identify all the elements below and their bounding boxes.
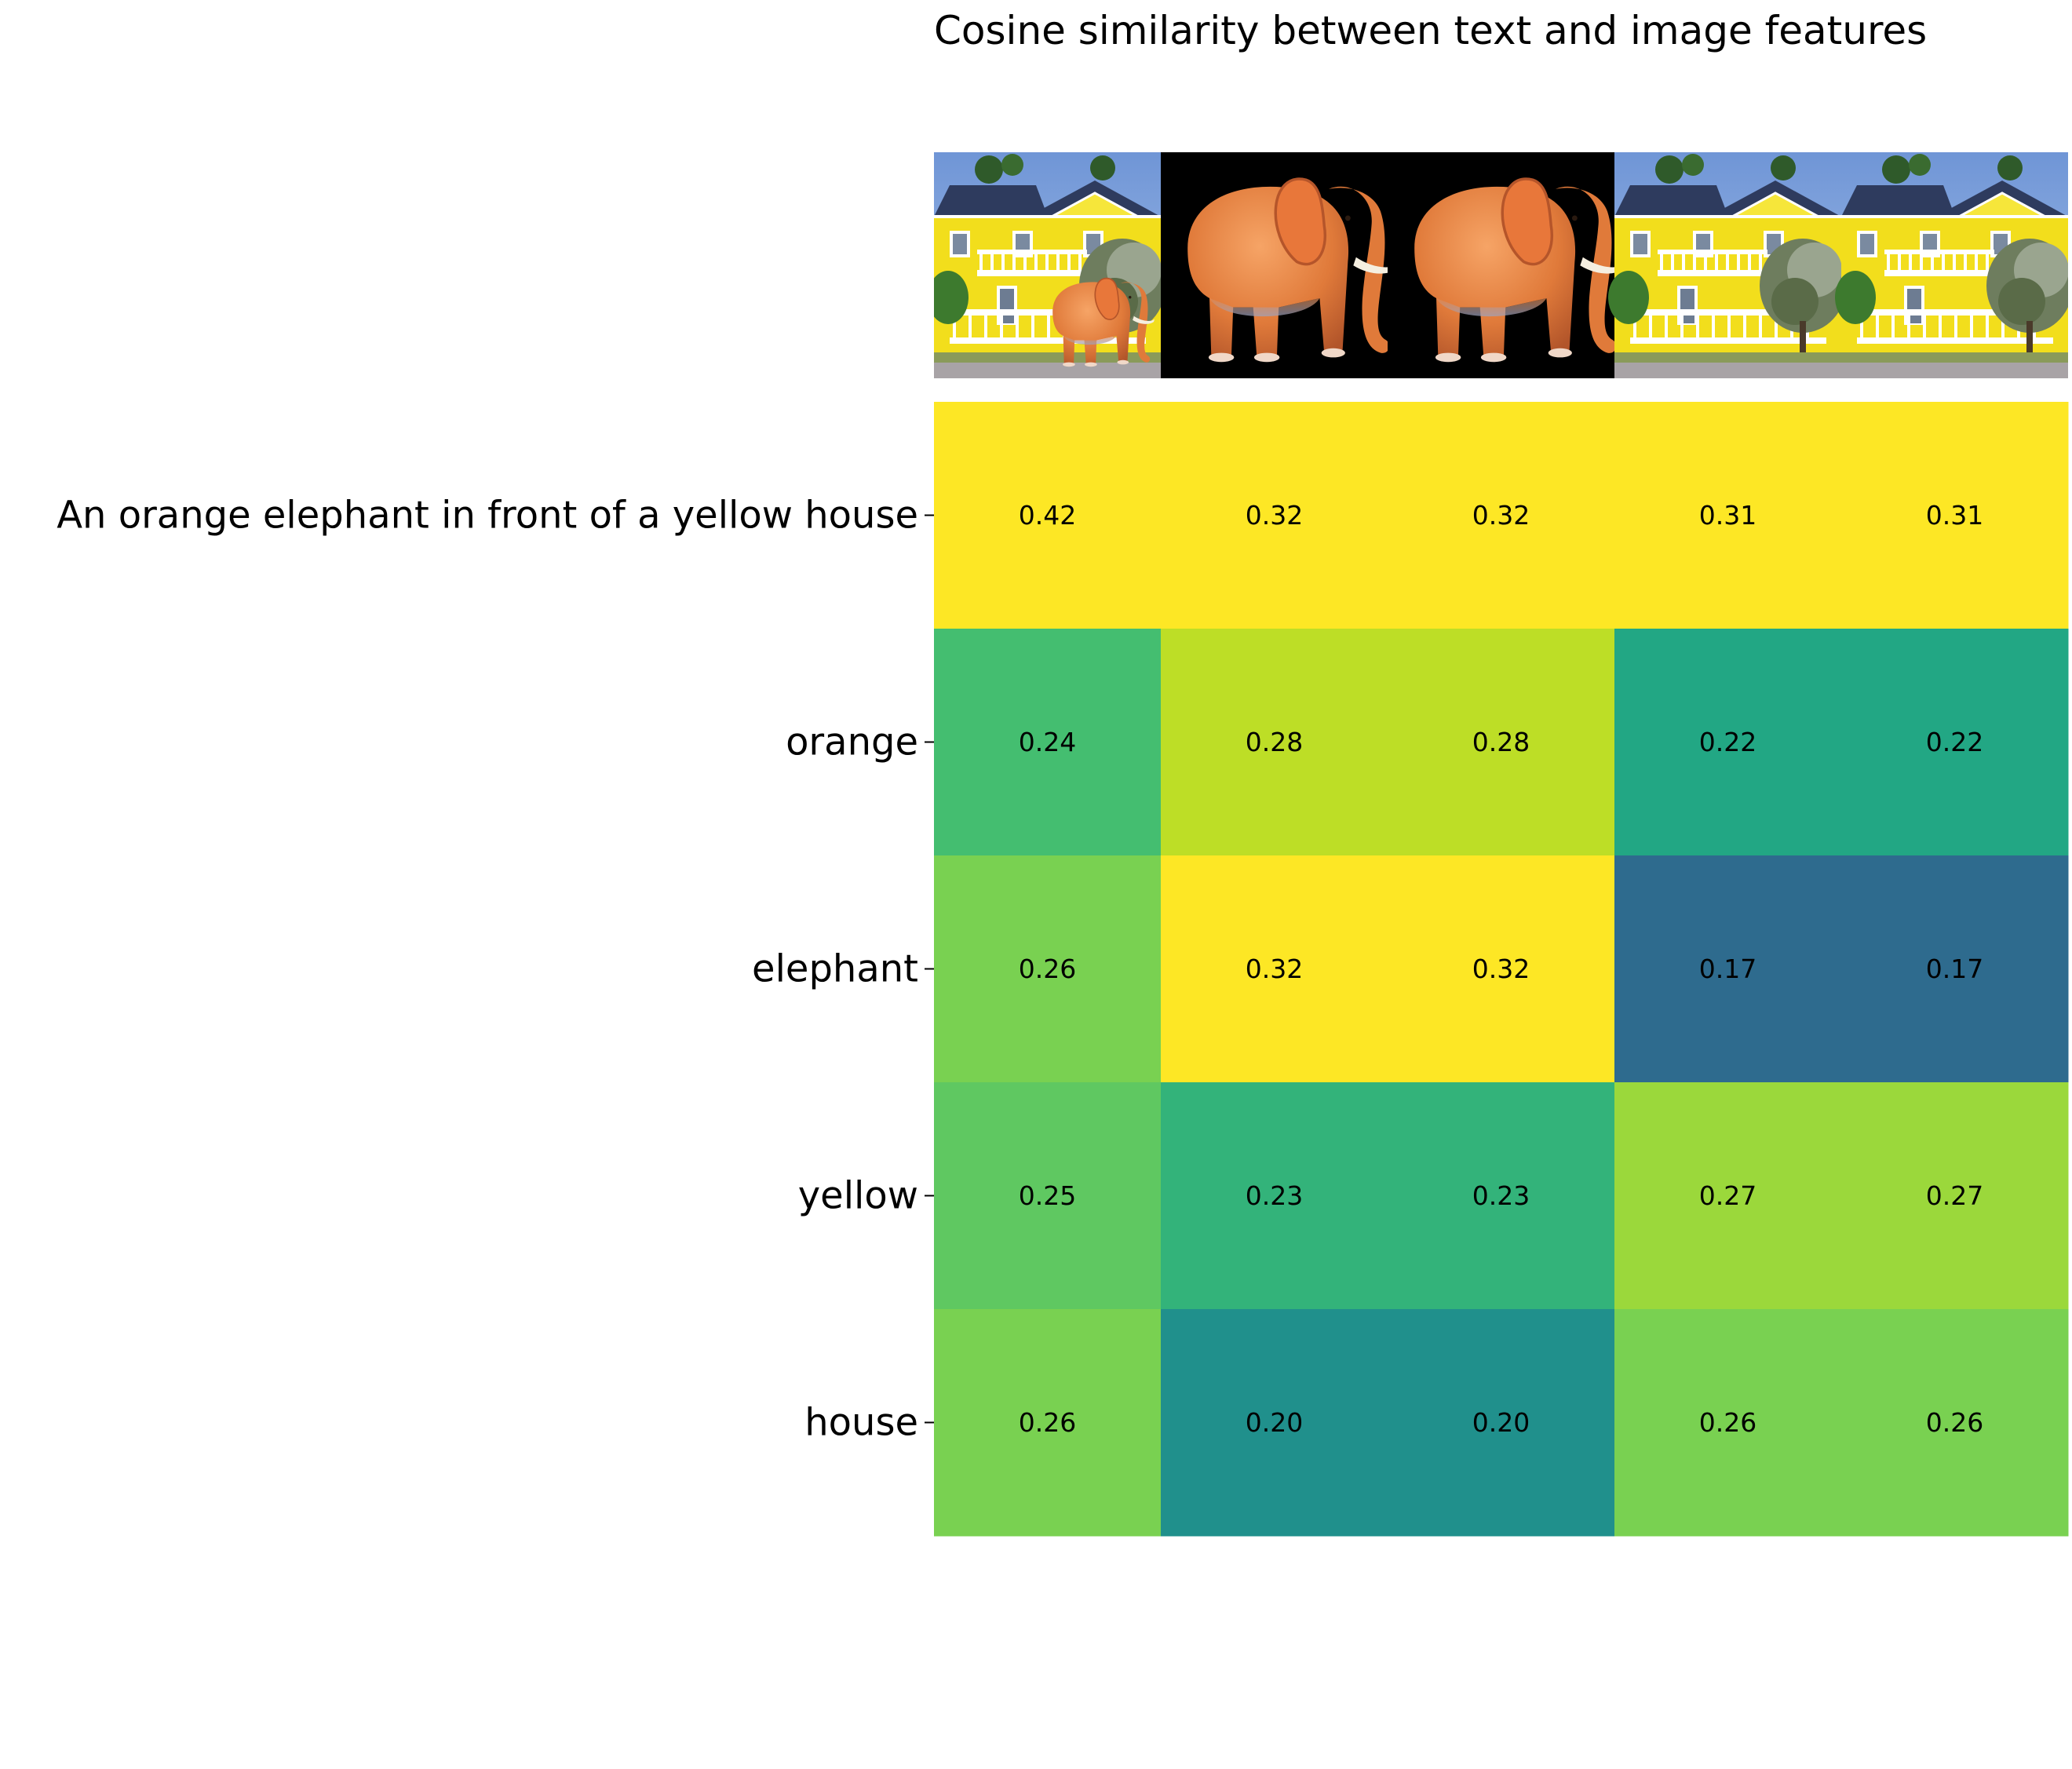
image-thumbnail-row [934, 152, 2068, 378]
heatmap-cell-r2-c4 [1841, 855, 2069, 1083]
cell-value-label: 0.26 [1699, 1407, 1756, 1438]
cell-value-label: 0.23 [1472, 1180, 1530, 1211]
heatmap-cell-r3-c2 [1388, 1082, 1615, 1310]
cell-value-label: 0.20 [1472, 1407, 1530, 1438]
cell-value-label: 0.32 [1246, 954, 1303, 984]
heatmap-cell-r0-c0 [934, 402, 1162, 629]
cell-value-label: 0.23 [1246, 1180, 1303, 1211]
y-tick-label: elephant [752, 947, 918, 991]
heatmap-cell-r1-c3 [1614, 629, 1842, 856]
chart-title: Cosine similarity between text and image… [934, 8, 1928, 53]
cell-value-label: 0.28 [1246, 727, 1303, 757]
y-tick-label: yellow [798, 1174, 918, 1218]
heatmap-cell-r4-c1 [1161, 1309, 1388, 1537]
thumbnail-elephant-1 [1161, 152, 1401, 378]
cell-value-label: 0.26 [1019, 1407, 1076, 1438]
heatmap-cell-r3-c0 [934, 1082, 1162, 1310]
heatmap-cell-r2-c0 [934, 855, 1162, 1083]
cell-value-label: 0.31 [1699, 500, 1756, 531]
cell-value-label: 0.20 [1246, 1407, 1303, 1438]
cell-value-label: 0.27 [1926, 1180, 1983, 1211]
heatmap-cell-r0-c1 [1161, 402, 1388, 629]
heatmap-cell-r0-c4 [1841, 402, 2069, 629]
y-tick-label: An orange elephant in front of a yellow … [57, 494, 918, 538]
cell-value-label: 0.24 [1019, 727, 1076, 757]
cell-value-label: 0.22 [1926, 727, 1983, 757]
cell-value-label: 0.32 [1472, 954, 1530, 984]
heatmap-cell-r2-c2 [1388, 855, 1615, 1083]
heatmap-cell-r3-c3 [1614, 1082, 1842, 1310]
cell-value-label: 0.42 [1019, 500, 1076, 531]
cell-value-label: 0.17 [1699, 954, 1756, 984]
heatmap-cell-r2-c1 [1161, 855, 1388, 1083]
cell-value-label: 0.32 [1246, 500, 1303, 531]
heatmap-cell-r1-c0 [934, 629, 1162, 856]
heatmap-cell-r1-c1 [1161, 629, 1388, 856]
heatmap-cell-r0-c2 [1388, 402, 1615, 629]
cell-value-label: 0.25 [1019, 1180, 1076, 1211]
heatmap-cell-r3-c1 [1161, 1082, 1388, 1310]
y-axis: An orange elephant in front of a yellow … [57, 494, 934, 1445]
cell-value-label: 0.32 [1472, 500, 1530, 531]
heatmap-cell-r1-c4 [1841, 629, 2069, 856]
heatmap-cell-r0-c3 [1614, 402, 1842, 629]
heatmap-cells [934, 402, 2069, 1537]
cell-value-label: 0.27 [1699, 1180, 1756, 1211]
heatmap-cell-r4-c3 [1614, 1309, 1842, 1537]
y-tick-label: orange [786, 720, 918, 764]
heatmap-cell-r1-c2 [1388, 629, 1615, 856]
cell-value-label: 0.31 [1926, 500, 1983, 531]
heatmap-cell-labels: 0.42 0.32 0.32 0.31 0.31 0.24 0.28 0.28 0.22 0.22… [1019, 500, 1983, 1438]
cell-value-label: 0.28 [1472, 727, 1530, 757]
cell-value-label: 0.22 [1699, 727, 1756, 757]
heatmap-cell-r4-c2 [1388, 1309, 1615, 1537]
heatmap-cell-r2-c3 [1614, 855, 1842, 1083]
heatmap-cell-r3-c4 [1841, 1082, 2069, 1310]
cell-value-label: 0.26 [1019, 954, 1076, 984]
heatmap-cell-r4-c4 [1841, 1309, 2069, 1537]
y-tick-label: house [804, 1401, 918, 1445]
thumbnail-elephant-2 [1388, 152, 1628, 378]
cell-value-label: 0.17 [1926, 954, 1983, 984]
cell-value-label: 0.26 [1926, 1407, 1983, 1438]
heatmap-cell-r4-c0 [934, 1309, 1162, 1537]
